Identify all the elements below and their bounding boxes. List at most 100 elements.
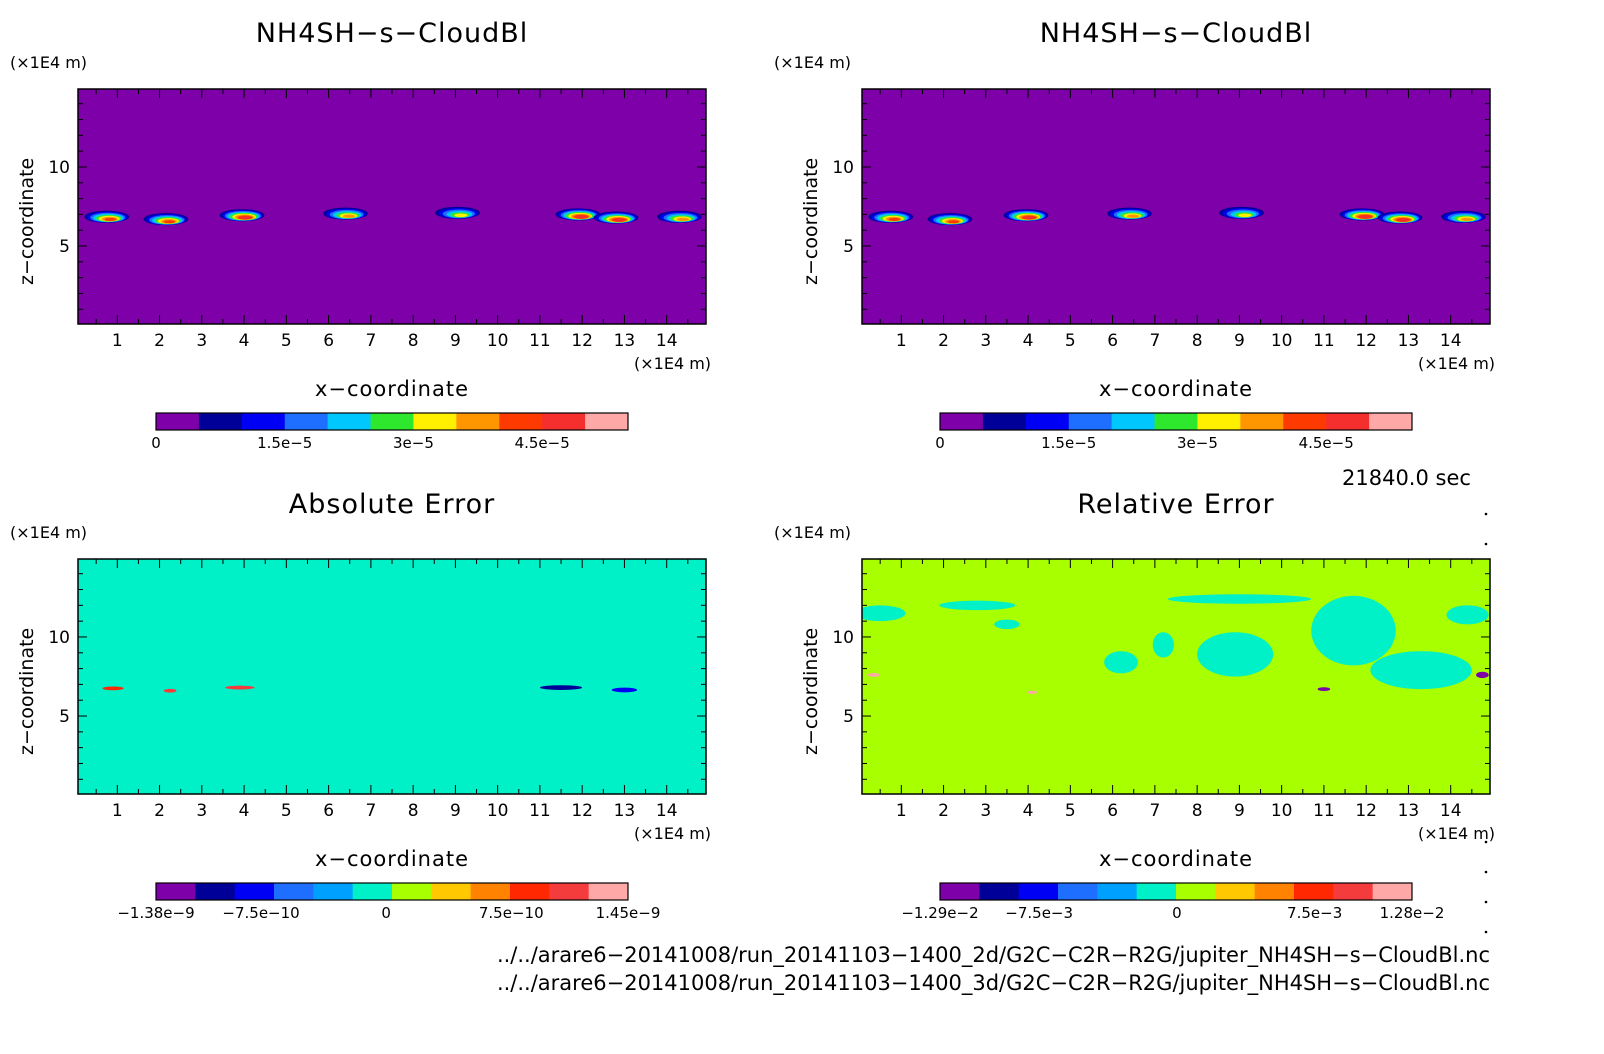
panel-4-colorbar-label-3: 0 [1172, 904, 1182, 922]
panel-4-x-tick-14: 14 [1440, 801, 1462, 821]
panel-3-colorbar-swatch-11 [549, 883, 590, 900]
panel-3-error-patch-3 [210, 619, 236, 630]
panel-1-cloud-7-level-9 [614, 218, 626, 222]
panel-3-colorbar-swatch-10 [510, 883, 550, 900]
panel-4-x-tick-1: 1 [896, 801, 907, 821]
panel-4-x-tick-8: 8 [1192, 801, 1203, 821]
panel-4-colorbar-label-2: −7.5e−3 [1005, 904, 1073, 922]
panel-2-cloud-1-level-8 [888, 217, 900, 221]
panel-2-colorbar-label-3: 3e−5 [1177, 434, 1218, 452]
panel-2-colorbar: 0 1.5e−5 3e−5 4.5e−5 [935, 412, 1413, 452]
panel-3-colorbar-label-2: −7.5e−10 [222, 904, 299, 922]
panel-2-x-tick-6: 6 [1107, 331, 1118, 351]
panel-4-colorbar-swatch-8 [1215, 883, 1256, 900]
panel-4-error-patch-6 [1167, 594, 1312, 604]
panel-3-error-patch-6 [383, 594, 528, 604]
panel-4-colorbar-swatch-11 [1333, 883, 1374, 900]
panel-2-cloud-2-level-8 [947, 220, 960, 224]
panel-2-x-tick-4: 4 [1023, 331, 1034, 351]
panel-4-colorbar-swatch-6 [1136, 883, 1177, 900]
panel-3-x-tick-9: 9 [450, 801, 461, 821]
panel-1-x-tick-13: 13 [614, 331, 636, 351]
panel-4-error-patch-4 [1104, 651, 1138, 674]
panel-3-error-patch-10 [662, 605, 705, 625]
panel-3-x-tick-5: 5 [281, 801, 292, 821]
panel-3-x-tick-14: 14 [656, 801, 678, 821]
panel-1-x-tick-7: 7 [365, 331, 376, 351]
panel-2-x-tick-9: 9 [1234, 331, 1245, 351]
panel-1-x-tick-10: 10 [487, 331, 509, 351]
panel-4-y-tick-10: 10 [832, 628, 854, 648]
panel-3-x-tick-6: 6 [323, 801, 334, 821]
panel-4-error-patch-10 [1446, 605, 1489, 625]
panel-2-cloud-4-level-7 [1126, 214, 1140, 218]
panel-4-x-tick-2: 2 [938, 801, 949, 821]
panel-3-colorbar-swatch-6 [352, 883, 393, 900]
panel-4-x-tick-11: 11 [1313, 801, 1335, 821]
panel-1-colorbar-label-2: 1.5e−5 [257, 434, 312, 452]
panel-3-x-tick-11: 11 [529, 801, 551, 821]
panel-2-x-tick-8: 8 [1192, 331, 1203, 351]
panel-3-error-patch-7 [413, 632, 490, 677]
panel-1-x-tick-2: 2 [154, 331, 165, 351]
panel-1-colorbar-frame [155, 412, 629, 431]
panel-4-colorbar-swatch-2 [979, 883, 1020, 900]
panel-2-background-field [862, 89, 1490, 324]
panel-3-colorbar-label-3: 0 [381, 904, 391, 922]
panel-4-y-tick-5: 5 [843, 707, 854, 727]
panel-3-y-tick-5: 5 [59, 707, 70, 727]
panel-1-colorbar: 0 1.5e−5 3e−5 4.5e−5 [151, 412, 629, 452]
panel-3-x-tick-7: 7 [365, 801, 376, 821]
panel-2-colorbar-swatch-5 [1111, 413, 1156, 430]
panel-4-error-patch-13 [867, 673, 881, 677]
panel-3-colorbar-swatch-1 [156, 883, 196, 900]
panel-2-x-tick-13: 13 [1398, 331, 1420, 351]
panel-2-colorbar-swatch-2 [982, 413, 1027, 430]
panel-3-x-tick-3: 3 [196, 801, 207, 821]
panel-4-colorbar-swatch-12 [1372, 883, 1413, 900]
panel-1-x-label: x−coordinate [314, 377, 470, 401]
panel-3-colorbar-swatch-3 [234, 883, 275, 900]
panel-1-cloud-8-level-7 [676, 217, 689, 222]
panel-2-colorbar-swatch-1 [940, 413, 984, 430]
panel-1-colorbar-swatch-2 [198, 413, 243, 430]
panel-4-title: Relative Error [1077, 489, 1275, 520]
panel-1-x-tick-9: 9 [450, 331, 461, 351]
panel-2-y-tick-10: 10 [832, 158, 854, 178]
panel-1-colorbar-swatch-10 [542, 413, 586, 430]
panel-1-colorbar-label-1: 0 [151, 434, 161, 452]
panel-2-colorbar-frame [939, 412, 1413, 431]
panel-4-error-patch-12 [1317, 687, 1331, 692]
panel-4-colorbar-label-1: −1.29e−2 [901, 904, 978, 922]
panel-4-colorbar-swatch-5 [1097, 883, 1138, 900]
panel-1-title: NH4SH−s−CloudBl [255, 18, 529, 49]
panel-4-colorbar-swatch-9 [1254, 883, 1295, 900]
panel-4-x-tick-5: 5 [1065, 801, 1076, 821]
panel-4-error-patch-8 [1311, 595, 1396, 666]
panel-3-x-label: x−coordinate [314, 847, 470, 871]
panel-4-error-patch-9 [1370, 651, 1472, 690]
panel-2-x-tick-12: 12 [1355, 331, 1377, 351]
panel-1-colorbar-swatch-5 [327, 413, 372, 430]
panel-1-x-tick-5: 5 [281, 331, 292, 351]
panel-2-x-tick-14: 14 [1440, 331, 1462, 351]
panel-1-colorbar-label-4: 4.5e−5 [515, 434, 570, 452]
panel-4-x-tick-13: 13 [1398, 801, 1420, 821]
panel-2-y-tick-5: 5 [843, 237, 854, 257]
panel-3-error-patch-8 [527, 595, 612, 666]
panel-1-colorbar-swatch-8 [456, 413, 500, 430]
panel-1-colorbar-swatch-11 [585, 413, 629, 430]
panel-2-colorbar-swatch-10 [1326, 413, 1370, 430]
panel-2-cloud-3-level-9 [1024, 216, 1036, 220]
panel-1-x-tick-1: 1 [112, 331, 123, 351]
panel-3-error-patch-13 [102, 686, 124, 691]
panel-3-x-tick-8: 8 [408, 801, 419, 821]
panel-3-colorbar-label-1: −1.38e−9 [117, 904, 194, 922]
panel-4-colorbar-swatch-1 [940, 883, 980, 900]
panel-4-x-tick-9: 9 [1234, 801, 1245, 821]
panel-1-y-unit: (×1E4 m) [10, 53, 88, 72]
panel-3-colorbar-swatch-4 [274, 883, 314, 900]
panel-3-error-patch-1 [78, 605, 122, 622]
